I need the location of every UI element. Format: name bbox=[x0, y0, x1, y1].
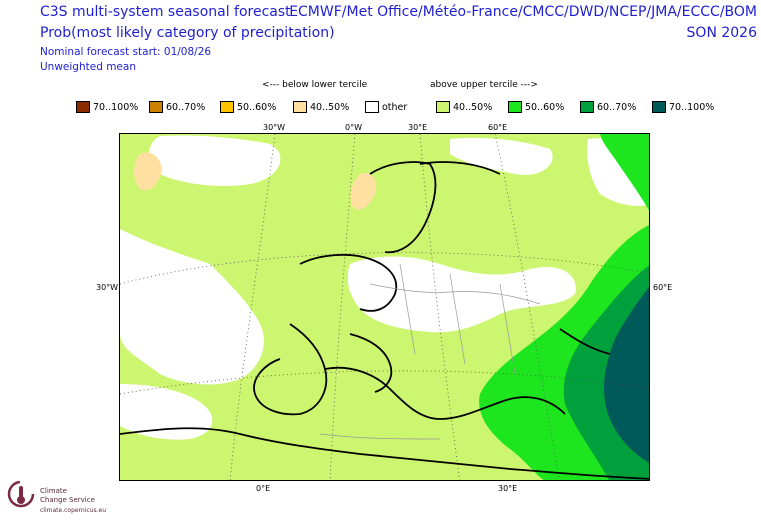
forecast-map bbox=[119, 133, 650, 481]
lon-label-0w: 0°W bbox=[345, 123, 362, 132]
lon-label-60e: 60°E bbox=[488, 123, 508, 132]
title-line-1: C3S multi-system seasonal forecast bbox=[40, 4, 291, 20]
logo-line-2: Change Service bbox=[40, 496, 95, 504]
country-borders bbox=[319, 263, 541, 440]
legend-swatch bbox=[436, 101, 450, 113]
logo-url: climate.copernicus.eu bbox=[40, 507, 107, 514]
climate-logo-icon bbox=[7, 480, 35, 508]
lat-label-left: 30°W bbox=[96, 283, 119, 292]
legend-swatch bbox=[220, 101, 234, 113]
season-label: SON 2026 bbox=[686, 25, 757, 41]
legend-label: 70..100% bbox=[669, 101, 715, 113]
legend-swatch bbox=[652, 101, 666, 113]
legend-label: 60..70% bbox=[166, 101, 206, 113]
legend-label: 70..100% bbox=[93, 101, 139, 113]
legend-swatch bbox=[149, 101, 163, 113]
legend-swatch bbox=[580, 101, 594, 113]
lon-label-bottom-0e: 0°E bbox=[256, 484, 271, 493]
region-above-50-60-northeast bbox=[600, 134, 649, 211]
legend-item-above-40-50: 40..50% bbox=[436, 100, 492, 114]
lon-label-30e: 30°E bbox=[408, 123, 428, 132]
region-other-atlantic-south bbox=[120, 384, 213, 440]
region-other-scandinavia-north bbox=[450, 137, 553, 175]
legend-swatch bbox=[76, 101, 90, 113]
legend-label: 50..60% bbox=[237, 101, 277, 113]
legend-label: 60..70% bbox=[597, 101, 637, 113]
map-canvas bbox=[120, 134, 649, 480]
coastlines bbox=[120, 161, 649, 480]
legend-label: 50..60% bbox=[525, 101, 565, 113]
legend-label: other bbox=[382, 101, 408, 113]
legend-below-caption: <--- below lower tercile bbox=[262, 80, 368, 90]
legend-item-above-70-100: 70..100% bbox=[652, 100, 714, 114]
title-line-2: Prob(most likely category of precipitati… bbox=[40, 25, 335, 41]
centres-list: ECMWF/Met Office/Météo-France/CMCC/DWD/N… bbox=[289, 4, 757, 20]
legend-item-below-40-50: 40..50% bbox=[293, 100, 349, 114]
region-above-70-100 bbox=[604, 286, 649, 463]
legend-item-below-60-70: 60..70% bbox=[149, 100, 205, 114]
region-below-40-50-norway bbox=[350, 172, 377, 210]
legend-swatch bbox=[508, 101, 522, 113]
forecast-start: Nominal forecast start: 01/08/26 bbox=[40, 46, 212, 58]
legend-above-caption: above upper tercile ---> bbox=[430, 80, 538, 90]
legend-item-above-50-60: 50..60% bbox=[508, 100, 564, 114]
legend-item-other: other bbox=[365, 100, 407, 114]
lon-label-30w: 30°W bbox=[263, 123, 286, 132]
weighting-note: Unweighted mean bbox=[40, 61, 136, 73]
lat-label-right: 60°E bbox=[653, 283, 673, 292]
lon-label-bottom-30e: 30°E bbox=[498, 484, 518, 493]
logo-line-1: Climate bbox=[40, 487, 67, 495]
legend-swatch bbox=[293, 101, 307, 113]
region-other-central-europe bbox=[347, 256, 576, 333]
legend-swatch bbox=[365, 101, 379, 113]
graticule bbox=[120, 134, 649, 480]
copernicus-logo: Climate Change Service climate.copernicu… bbox=[6, 477, 116, 517]
region-below-40-50-atlantic bbox=[134, 152, 162, 191]
legend-item-above-60-70: 60..70% bbox=[580, 100, 636, 114]
region-other-north-atlantic bbox=[148, 135, 281, 186]
region-other-atlantic bbox=[120, 229, 264, 385]
legend-label: 40..50% bbox=[453, 101, 493, 113]
legend-label: 40..50% bbox=[310, 101, 350, 113]
legend-item-below-70-100: 70..100% bbox=[76, 100, 138, 114]
legend-item-below-50-60: 50..60% bbox=[220, 100, 276, 114]
